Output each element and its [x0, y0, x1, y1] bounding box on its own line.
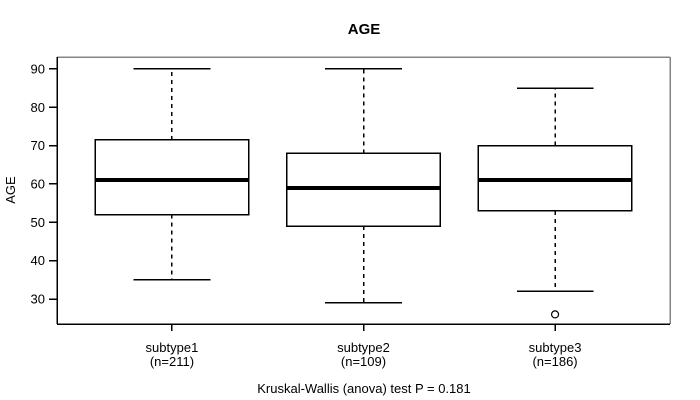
outlier-point: [550, 310, 560, 319]
category-sublabel: (n=186): [532, 354, 577, 369]
category-label: subtype2: [337, 340, 390, 355]
category-label: subtype3: [529, 340, 582, 355]
y-tick-label: 90: [31, 61, 45, 76]
y-tick-label: 60: [31, 176, 45, 191]
y-tick-label: 50: [31, 215, 45, 230]
y-tick-label: 30: [31, 292, 45, 307]
y-tick-label: 70: [31, 138, 45, 153]
category-label: subtype1: [146, 340, 199, 355]
stats-caption: Kruskal-Wallis (anova) test P = 0.181: [257, 381, 471, 396]
category-sublabel: (n=211): [150, 354, 194, 369]
category-sublabel: (n=109): [341, 354, 386, 369]
y-tick-label: 40: [31, 253, 45, 268]
plot-area: 30405060708090subtype1(n=211)subtype2(n=…: [31, 56, 671, 369]
chart-title: AGE: [348, 21, 381, 38]
y-tick-label: 80: [31, 100, 45, 115]
y-axis-label: AGE: [3, 176, 18, 204]
box: [94, 139, 250, 216]
